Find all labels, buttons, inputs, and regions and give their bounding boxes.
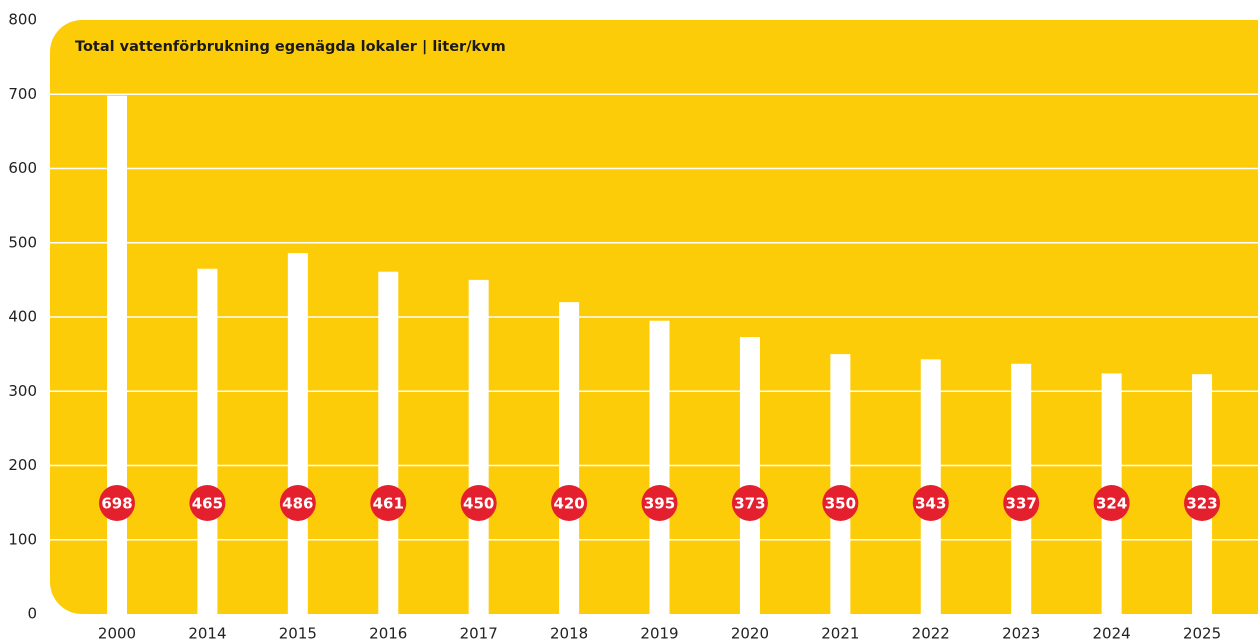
value-badge [731,485,768,521]
x-tick-label: 2016 [369,625,407,643]
x-tick-label: 2024 [1093,625,1131,643]
value-badge [551,485,588,521]
y-tick-label: 500 [8,233,37,251]
data-label: 343 [915,495,946,513]
x-tick-label: 2025 [1183,625,1221,643]
x-tick-label: 2017 [460,625,498,643]
value-badge [189,485,226,521]
x-tick-label: 2000 [98,625,136,643]
value-badge [279,485,316,521]
x-tick-label: 2022 [912,625,950,643]
x-tick-label: 2023 [1002,625,1040,643]
data-label: 350 [825,495,856,513]
bar [378,271,399,614]
y-tick-label: 200 [8,456,37,474]
y-tick-label: 100 [8,530,37,548]
data-label: 698 [101,495,132,513]
bar [468,279,489,614]
data-label: 373 [734,495,765,513]
data-label: 323 [1186,495,1217,513]
value-badge [1093,485,1130,521]
bar [649,320,670,614]
bar [197,268,218,614]
y-tick-label: 700 [8,85,37,103]
y-tick-label: 600 [8,159,37,177]
x-tick-label: 2018 [550,625,588,643]
data-label: 486 [282,495,313,513]
value-badge [370,485,407,521]
data-label: 395 [644,495,675,513]
bar [739,337,760,614]
data-label: 324 [1096,495,1127,513]
data-label: 461 [373,495,404,513]
chart-title: Total vattenförbrukning egenägda lokaler… [75,39,506,55]
y-tick-label: 400 [8,308,37,326]
value-badge [912,485,949,521]
value-badge [460,485,497,521]
x-tick-label: 2014 [188,625,226,643]
bar [107,95,127,615]
y-tick-label: 300 [8,382,37,400]
value-badge [641,485,678,521]
value-badge [1003,485,1040,521]
bar [287,253,308,614]
x-tick-label: 2019 [640,625,678,643]
data-label: 450 [463,495,494,513]
value-badge [1184,485,1221,521]
data-label: 420 [553,495,584,513]
data-label: 337 [1006,495,1037,513]
x-tick-label: 2020 [731,625,769,643]
x-tick-label: 2021 [821,625,859,643]
y-tick-label: 800 [8,11,37,29]
data-label: 465 [192,495,223,513]
y-tick-label: 0 [27,605,37,623]
value-badge [822,485,859,521]
x-tick-label: 2015 [279,625,317,643]
value-badge [99,485,135,521]
bar [559,302,580,614]
bar [830,354,851,614]
